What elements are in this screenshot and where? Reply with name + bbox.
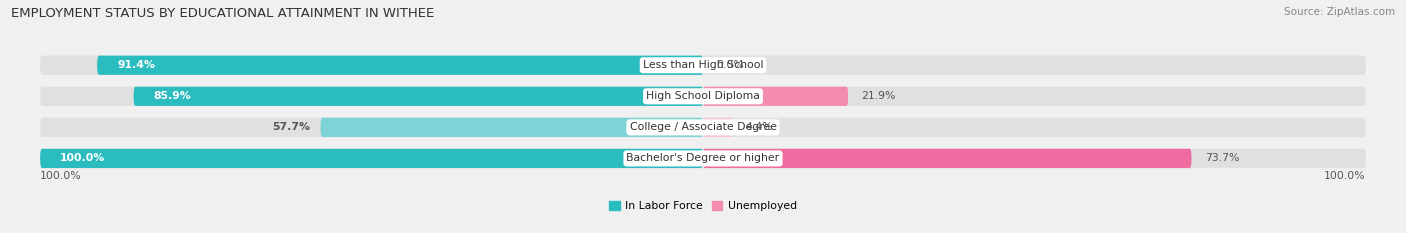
Text: Less than High School: Less than High School <box>643 60 763 70</box>
Text: 73.7%: 73.7% <box>1205 154 1239 163</box>
Text: 4.4%: 4.4% <box>745 122 773 132</box>
Text: 21.9%: 21.9% <box>862 91 896 101</box>
FancyBboxPatch shape <box>97 56 703 75</box>
FancyBboxPatch shape <box>41 149 703 168</box>
Text: College / Associate Degree: College / Associate Degree <box>630 122 776 132</box>
Text: 0.0%: 0.0% <box>716 60 744 70</box>
FancyBboxPatch shape <box>134 87 703 106</box>
Text: Source: ZipAtlas.com: Source: ZipAtlas.com <box>1284 7 1395 17</box>
FancyBboxPatch shape <box>703 118 733 137</box>
Text: 85.9%: 85.9% <box>153 91 191 101</box>
FancyBboxPatch shape <box>703 149 1191 168</box>
FancyBboxPatch shape <box>41 87 1365 106</box>
Text: 100.0%: 100.0% <box>41 171 82 181</box>
Legend: In Labor Force, Unemployed: In Labor Force, Unemployed <box>605 197 801 216</box>
Text: High School Diploma: High School Diploma <box>647 91 759 101</box>
Text: 91.4%: 91.4% <box>117 60 155 70</box>
Text: Bachelor's Degree or higher: Bachelor's Degree or higher <box>627 154 779 163</box>
Text: 57.7%: 57.7% <box>273 122 311 132</box>
FancyBboxPatch shape <box>703 87 848 106</box>
FancyBboxPatch shape <box>321 118 703 137</box>
Text: 100.0%: 100.0% <box>1324 171 1365 181</box>
FancyBboxPatch shape <box>41 56 1365 75</box>
FancyBboxPatch shape <box>41 149 1365 168</box>
FancyBboxPatch shape <box>41 118 1365 137</box>
Text: 100.0%: 100.0% <box>60 154 105 163</box>
Text: EMPLOYMENT STATUS BY EDUCATIONAL ATTAINMENT IN WITHEE: EMPLOYMENT STATUS BY EDUCATIONAL ATTAINM… <box>11 7 434 20</box>
